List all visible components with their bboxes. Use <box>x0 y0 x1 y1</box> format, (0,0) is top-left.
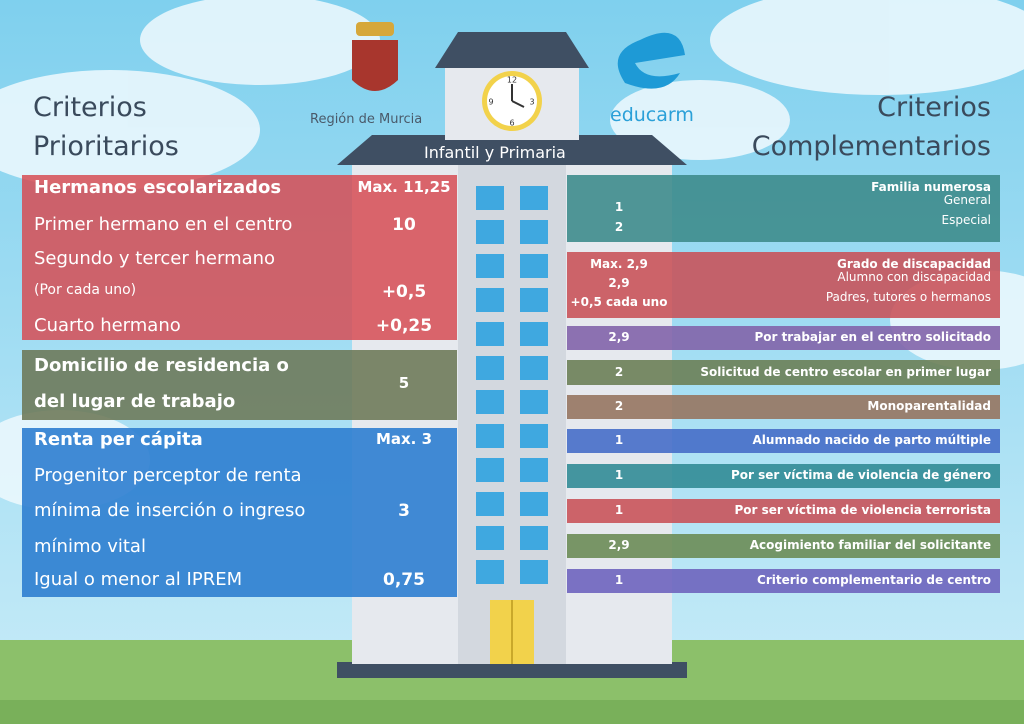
window <box>520 458 548 482</box>
criteria-title: Solicitud de centro escolar en primer lu… <box>700 364 991 379</box>
window <box>476 220 504 244</box>
criteria-label: Progenitor perceptor de renta <box>34 465 302 486</box>
criteria-row <box>567 534 1000 558</box>
criteria-score: 1 <box>614 433 624 447</box>
window <box>520 424 548 448</box>
group-score: Max. 3 <box>375 430 433 448</box>
criteria-row <box>567 252 1000 318</box>
window <box>476 356 504 380</box>
window <box>476 458 504 482</box>
criteria-score: 2 <box>614 399 624 413</box>
clock-number: 9 <box>488 98 493 107</box>
region-name: Región de Murcia <box>310 112 423 127</box>
criteria-item: Alumno con discapacidad <box>837 270 991 284</box>
criteria-title: Monoparentalidad <box>867 399 991 413</box>
window <box>476 254 504 278</box>
window <box>520 560 548 584</box>
criteria-row <box>567 360 1000 385</box>
window <box>476 526 504 550</box>
group-title: Hermanos escolarizados <box>34 177 282 198</box>
criteria-row <box>567 175 1000 242</box>
criteria-score: 0,75 <box>383 570 425 590</box>
criteria-row <box>567 464 1000 488</box>
clock-number: 3 <box>529 98 534 107</box>
group-title: Renta per cápita <box>34 429 203 450</box>
criteria-item: Padres, tutores o hermanos <box>825 290 991 304</box>
criteria-row <box>567 395 1000 419</box>
window <box>476 390 504 414</box>
criteria-item: General <box>943 193 991 207</box>
criteria-score: +0,5 cada uno <box>570 295 668 309</box>
group-title: del lugar de trabajo <box>34 391 236 412</box>
window <box>520 492 548 516</box>
criteria-title: Alumnado nacido de parto múltiple <box>752 433 992 447</box>
criteria-title: Criterio complementario de centro <box>757 573 991 587</box>
window <box>476 560 504 584</box>
left-title: Prioritarios <box>33 131 179 162</box>
criteria-score: +0,25 <box>375 316 433 336</box>
criteria-score: 10 <box>392 215 416 235</box>
window <box>476 322 504 346</box>
clock-number: 6 <box>509 119 514 128</box>
criteria-label: Cuarto hermano <box>34 315 181 336</box>
criteria-score: 2,9 <box>608 276 630 290</box>
criteria-title: Familia numerosa <box>871 180 991 194</box>
criteria-title: Por ser víctima de violencia terrorista <box>734 503 991 517</box>
criteria-score: 1 <box>614 468 624 482</box>
criteria-score: 2,9 <box>608 538 630 552</box>
left-title: Criterios <box>33 92 147 123</box>
criteria-panel <box>22 175 457 340</box>
criteria-score: 1 <box>614 573 624 587</box>
window <box>476 424 504 448</box>
criteria-score: 2 <box>614 364 624 379</box>
criteria-label: mínimo vital <box>34 536 146 557</box>
window <box>520 322 548 346</box>
group-score: Max. 11,25 <box>357 178 451 196</box>
criteria-row <box>567 569 1000 593</box>
right-title: Complementarios <box>751 131 991 162</box>
criteria-score: 3 <box>398 501 410 521</box>
criteria-row <box>567 326 1000 350</box>
criteria-label: Primer hermano en el centro <box>34 214 293 235</box>
criteria-row <box>567 499 1000 523</box>
right-title: Criterios <box>877 92 991 123</box>
criteria-title: Grado de discapacidad <box>836 257 991 271</box>
window <box>520 254 548 278</box>
criteria-score: 2 <box>614 220 624 234</box>
window <box>476 492 504 516</box>
criteria-row <box>567 429 1000 453</box>
criteria-label: Igual o menor al IPREM <box>34 569 243 590</box>
window <box>520 526 548 550</box>
window <box>520 220 548 244</box>
window <box>476 288 504 312</box>
brand-name: educarm <box>610 104 694 126</box>
criteria-label: Segundo y tercer hermano <box>34 248 276 269</box>
criteria-title: Por ser víctima de violencia de género <box>730 468 991 482</box>
criteria-title: Acogimiento familiar del solicitante <box>749 538 991 552</box>
window <box>520 356 548 380</box>
clock-number: 12 <box>507 76 517 85</box>
window <box>520 186 548 210</box>
criteria-score: Max. 2,9 <box>590 257 648 271</box>
criteria-title: Por trabajar en el centro solicitado <box>754 330 991 344</box>
criteria-score: +0,5 <box>381 282 427 302</box>
criteria-score: 1 <box>614 200 624 214</box>
criteria-item: Especial <box>941 213 991 227</box>
criteria-panel <box>22 350 457 420</box>
criteria-score: 1 <box>614 503 624 517</box>
building-sign: Infantil y Primaria <box>424 143 566 162</box>
criteria-label: (Por cada uno) <box>34 282 137 298</box>
criteria-label: mínima de inserción o ingreso <box>34 500 306 521</box>
criteria-panel <box>22 428 457 597</box>
group-score: 5 <box>398 374 410 392</box>
window <box>476 186 504 210</box>
window <box>520 288 548 312</box>
group-title: Domicilio de residencia o <box>34 355 289 376</box>
window <box>520 390 548 414</box>
criteria-score: 2,9 <box>608 330 630 344</box>
